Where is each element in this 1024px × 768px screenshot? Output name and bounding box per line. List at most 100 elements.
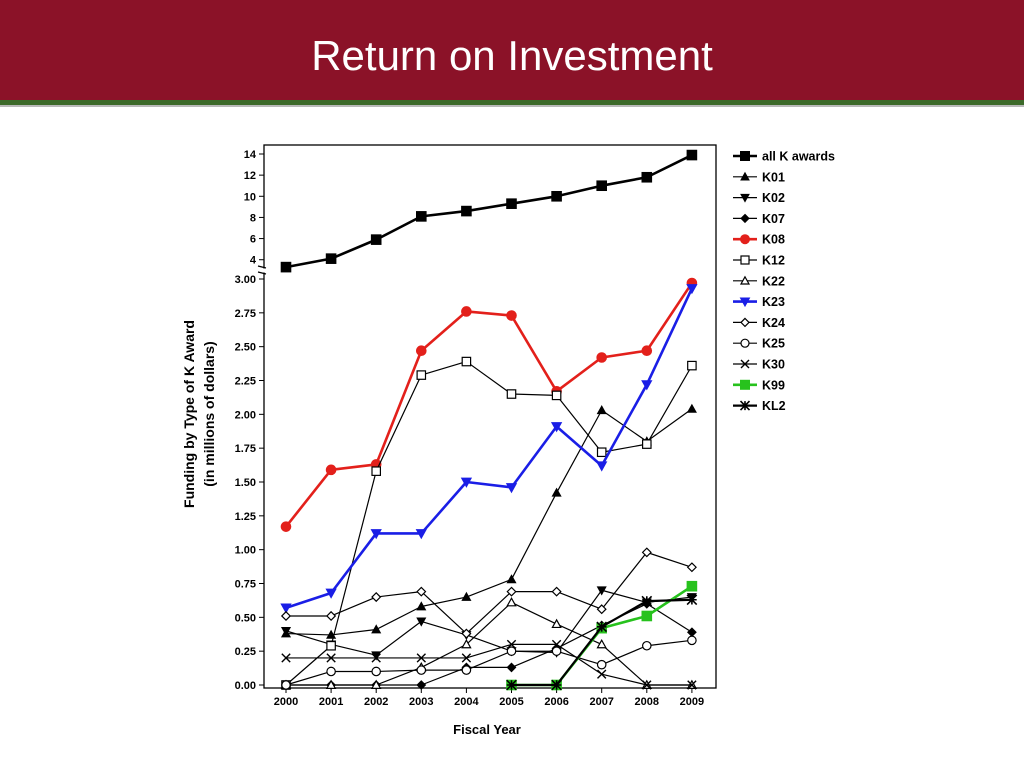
data-point-k23 — [641, 380, 653, 391]
data-point-k25 — [461, 665, 472, 675]
legend-label: K01 — [762, 170, 785, 184]
data-point-k08 — [325, 464, 337, 476]
data-point-k01 — [461, 591, 472, 601]
data-point-k25 — [596, 659, 607, 670]
data-point-kl2 — [686, 594, 698, 606]
series-k25 — [281, 635, 697, 690]
data-point-kl2 — [551, 679, 562, 691]
data-point-k23 — [370, 529, 382, 540]
series-all-k-awards — [280, 149, 698, 273]
data-point-all-k-awards — [551, 190, 562, 202]
y-tick-label-lower: 2.50 — [235, 342, 256, 354]
y-axis-label-line2: (in millions of dollars) — [201, 341, 217, 486]
series-line-k08 — [284, 282, 693, 528]
series-k01 — [280, 403, 697, 639]
axis-break-gap — [263, 268, 266, 273]
data-point-k22 — [461, 638, 472, 649]
data-point-k12 — [596, 447, 607, 458]
series-k24 — [280, 547, 697, 639]
y-tick-label-lower: 2.25 — [235, 376, 256, 388]
legend-item-k07: K07 — [733, 212, 785, 226]
series-line-k30 — [286, 643, 692, 686]
x-tick-label: 2004 — [454, 696, 479, 708]
data-point-all-k-awards — [596, 180, 608, 192]
y-axis-label-line1: Funding by Type of K Award — [181, 320, 197, 508]
data-point-k25 — [281, 680, 291, 690]
data-point-k02 — [596, 586, 607, 596]
data-point-k24 — [686, 562, 697, 573]
data-point-k30 — [281, 653, 291, 663]
data-point-k01 — [686, 403, 697, 413]
data-point-k01 — [551, 487, 562, 497]
data-point-k23 — [325, 588, 337, 599]
data-point-k02 — [416, 617, 427, 627]
legend-label: K25 — [762, 337, 785, 351]
legend-label: K30 — [762, 358, 785, 372]
title-rule-green — [0, 100, 1024, 105]
legend-swatch-marker — [740, 193, 750, 203]
data-point-all-k-awards — [370, 234, 382, 245]
data-point-k24 — [326, 610, 337, 622]
y-tick-label-upper: 12 — [244, 170, 256, 182]
data-point-kl2 — [596, 621, 608, 633]
legend-item-k23: K23 — [733, 295, 785, 309]
legend-item-all-k-awards: all K awards — [733, 150, 835, 164]
data-point-k08 — [641, 345, 653, 357]
data-point-k08 — [461, 306, 472, 317]
slide-title: Return on Investment — [311, 32, 713, 79]
y-tick-label-lower: 2.00 — [235, 409, 256, 421]
data-point-k08 — [280, 521, 292, 532]
data-point-k12 — [461, 356, 472, 367]
data-point-k30 — [551, 639, 562, 650]
legend-label: K24 — [762, 316, 785, 330]
legend: all K awards K01 K02 K07 K08 K12 K22 K23 K24 K25 K… — [733, 150, 835, 413]
legend-item-k24: K24 — [733, 316, 785, 330]
series-k23 — [280, 284, 698, 614]
data-point-k08 — [416, 345, 427, 357]
data-point-k22 — [506, 597, 517, 607]
data-point-k22 — [370, 679, 382, 689]
data-point-k30 — [326, 653, 336, 663]
x-tick-label: 2002 — [364, 696, 388, 708]
title-rule-grey — [0, 105, 1024, 107]
legend-label: K22 — [762, 274, 785, 288]
legend-swatch-marker — [740, 171, 750, 181]
series-k22 — [280, 597, 698, 689]
data-point-k30 — [687, 680, 697, 690]
legend-swatch-marker — [740, 213, 750, 224]
plot-frame — [263, 144, 717, 689]
series-line-k23 — [285, 287, 694, 610]
data-point-all-k-awards — [461, 205, 472, 217]
data-point-k08 — [506, 310, 517, 321]
data-point-k25 — [416, 665, 427, 675]
data-point-k22 — [551, 618, 562, 629]
data-point-k24 — [280, 610, 292, 622]
y-tick-label-lower: 1.75 — [235, 443, 256, 455]
data-point-kl2 — [506, 679, 517, 691]
legend-swatch-marker — [739, 275, 751, 285]
y-tick-label-lower: 0.75 — [235, 579, 256, 591]
data-point-k30 — [597, 669, 607, 679]
data-point-k12 — [416, 370, 427, 380]
axes: 4 6 8 10 12 14 0.00 0.25 0.50 0.75 1.00 1.25 1.50 1.7… — [235, 144, 717, 708]
series-kl2 — [506, 594, 698, 691]
series-line-k07 — [286, 603, 693, 686]
data-point-k30 — [642, 680, 652, 690]
data-point-k12 — [687, 360, 697, 371]
series-line-k25 — [285, 639, 692, 686]
legend-item-k08: K08 — [733, 233, 785, 247]
data-point-k24 — [551, 586, 562, 597]
legend-item-k30: K30 — [733, 358, 785, 372]
y-tick-label-upper: 8 — [250, 212, 256, 224]
data-point-k08 — [596, 352, 608, 363]
series-line-k01 — [285, 408, 693, 636]
legend-swatch-marker — [740, 338, 750, 348]
data-point-k25 — [371, 666, 381, 677]
data-point-k12 — [371, 466, 381, 476]
x-tick-label: 2003 — [409, 696, 433, 708]
legend-item-k99: K99 — [733, 378, 785, 392]
legend-label: all K awards — [762, 150, 835, 164]
legend-label: K08 — [762, 233, 785, 247]
data-point-k99 — [641, 610, 653, 622]
